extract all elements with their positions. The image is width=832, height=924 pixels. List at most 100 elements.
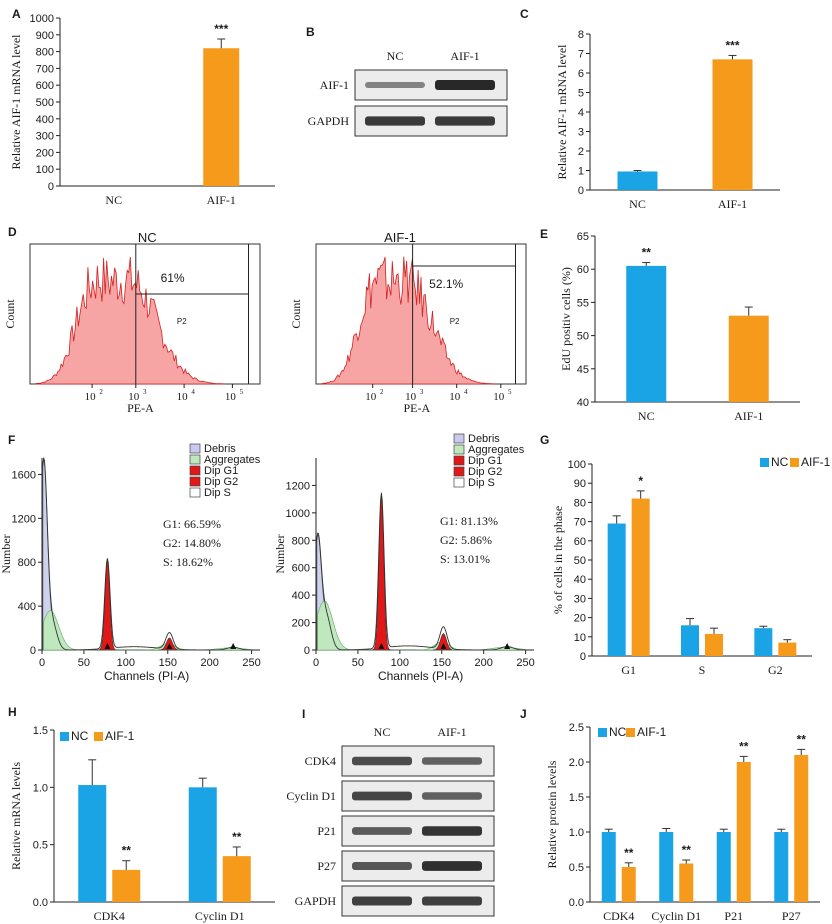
f1-x-tick-label: 50 bbox=[78, 657, 90, 669]
f2-legend-swatch bbox=[453, 455, 465, 466]
f2-y-tick-label: 1000 bbox=[286, 508, 310, 520]
j-significance: ** bbox=[624, 846, 634, 860]
b-band bbox=[435, 80, 495, 90]
g-bar bbox=[705, 633, 723, 656]
d2-y-label: Count bbox=[289, 299, 303, 329]
d2-x-tick-label: 10 bbox=[493, 391, 505, 403]
d2-x-label: PE-A bbox=[403, 401, 430, 415]
f1-legend-swatch bbox=[189, 465, 201, 476]
f2-g1-peak bbox=[371, 495, 394, 651]
f1-x-tick-label: 200 bbox=[201, 657, 219, 669]
j-y-tick-label: 2.5 bbox=[569, 722, 584, 734]
f1-legend-label: Dip G1 bbox=[204, 465, 238, 477]
f2-x-tick-label: 200 bbox=[475, 657, 493, 669]
e-y-tick-label: 45 bbox=[577, 364, 589, 376]
h-category-label: CDK4 bbox=[94, 909, 125, 923]
a-y-tick-label: 1000 bbox=[30, 13, 54, 25]
panel-letter-a: A bbox=[12, 7, 21, 21]
g-y-tick-label: 40 bbox=[574, 574, 586, 586]
i-row-label: Cyclin D1 bbox=[286, 789, 336, 803]
f1-y-tick-label: 1600 bbox=[12, 469, 36, 481]
b-band bbox=[435, 116, 495, 126]
i-lane-label: AIF-1 bbox=[437, 725, 466, 739]
i-band bbox=[352, 862, 412, 870]
f2-legend-label: Dip G1 bbox=[468, 455, 502, 467]
j-y-tick-label: 0.5 bbox=[569, 862, 584, 874]
g-bar bbox=[607, 523, 626, 656]
g-legend-label: AIF-1 bbox=[801, 455, 831, 469]
f2-y-tick-label: 0 bbox=[304, 645, 310, 657]
c-y-tick-label: 5 bbox=[578, 88, 584, 100]
c-y-label: Relative AIF-1 mRNA level bbox=[555, 44, 569, 180]
e-y-tick-label: 40 bbox=[577, 397, 589, 409]
f1-marker-arrow bbox=[104, 643, 111, 649]
g-y-tick-label: 70 bbox=[574, 517, 586, 529]
j-legend-swatch bbox=[598, 728, 607, 737]
i-row-label: P27 bbox=[317, 859, 336, 873]
g-y-tick-label: 90 bbox=[574, 478, 586, 490]
i-row-label: GAPDH bbox=[295, 894, 337, 908]
panel-letter-b: B bbox=[306, 25, 315, 39]
d1-x-tick-label: 10 bbox=[128, 391, 140, 403]
panel-letter-i: I bbox=[302, 707, 305, 721]
f2-stat: G2: 5.86% bbox=[440, 533, 492, 547]
f1-legend-swatch bbox=[189, 454, 201, 465]
i-band bbox=[352, 827, 412, 835]
f1-x-tick-label: 150 bbox=[159, 657, 177, 669]
a-y-label: Relative AIF-1 mRNA level bbox=[9, 34, 23, 170]
g-category-label: G1 bbox=[621, 663, 636, 677]
j-y-tick-label: 1.0 bbox=[569, 827, 584, 839]
f2-legend-label: Debris bbox=[468, 433, 500, 445]
h-significance: ** bbox=[232, 830, 242, 844]
f1-legend-swatch bbox=[189, 487, 201, 498]
j-bar bbox=[774, 832, 789, 902]
f2-legend-label: Dip S bbox=[468, 477, 495, 489]
f2-x-tick-label: 50 bbox=[352, 657, 364, 669]
g-bar bbox=[631, 498, 650, 656]
d2-x-tick-exponent: 5 bbox=[508, 388, 512, 396]
panel-letter-j: J bbox=[520, 707, 527, 721]
g-legend-swatch bbox=[790, 458, 799, 467]
a-category-label: NC bbox=[105, 193, 122, 207]
g-significance: * bbox=[638, 474, 643, 488]
j-legend-swatch bbox=[626, 728, 635, 737]
b-band bbox=[365, 116, 425, 126]
j-bar bbox=[621, 867, 636, 902]
f2-stat: G1: 81.13% bbox=[440, 514, 498, 528]
d1-x-tick-label: 10 bbox=[225, 391, 237, 403]
f2-g2-peak bbox=[433, 633, 452, 651]
f2-legend-swatch bbox=[453, 466, 465, 477]
g-y-tick-label: 50 bbox=[574, 555, 586, 567]
h-y-label: Relative mRNA levels bbox=[9, 762, 23, 870]
a-y-tick-label: 200 bbox=[36, 147, 54, 159]
d1-title: NC bbox=[138, 230, 157, 245]
i-row-label: P21 bbox=[317, 824, 336, 838]
d2-x-tick-label: 10 bbox=[449, 391, 461, 403]
f1-legend-label: Aggregates bbox=[204, 454, 261, 466]
f1-g1-peak bbox=[97, 559, 120, 651]
g-y-tick-label: 80 bbox=[574, 497, 586, 509]
panel-letter-h: H bbox=[8, 705, 17, 719]
b-lane-label: NC bbox=[387, 49, 404, 63]
e-bar bbox=[626, 265, 667, 402]
d2-title: AIF-1 bbox=[384, 230, 416, 245]
c-y-tick-label: 4 bbox=[578, 107, 584, 119]
f1-stat: G1: 66.59% bbox=[163, 517, 221, 531]
g-category-label: S bbox=[699, 663, 706, 677]
f1-x-tick-label: 250 bbox=[242, 657, 260, 669]
j-bar bbox=[736, 762, 751, 902]
h-y-tick-label: 1.0 bbox=[33, 782, 48, 794]
g-y-tick-label: 20 bbox=[574, 613, 586, 625]
panel-letter-f: F bbox=[8, 433, 15, 447]
d2-x-tick-exponent: 2 bbox=[380, 388, 384, 396]
d1-x-tick-exponent: 5 bbox=[240, 388, 244, 396]
a-y-tick-label: 300 bbox=[36, 131, 54, 143]
f2-marker-arrow bbox=[378, 643, 385, 649]
d1-y-label: Count bbox=[3, 299, 17, 329]
panel-letter-e: E bbox=[540, 227, 548, 241]
c-y-tick-label: 1 bbox=[578, 166, 584, 178]
d1-x-label: PE-A bbox=[127, 401, 154, 415]
h-legend-swatch bbox=[94, 732, 103, 741]
g-legend-swatch bbox=[760, 458, 769, 467]
